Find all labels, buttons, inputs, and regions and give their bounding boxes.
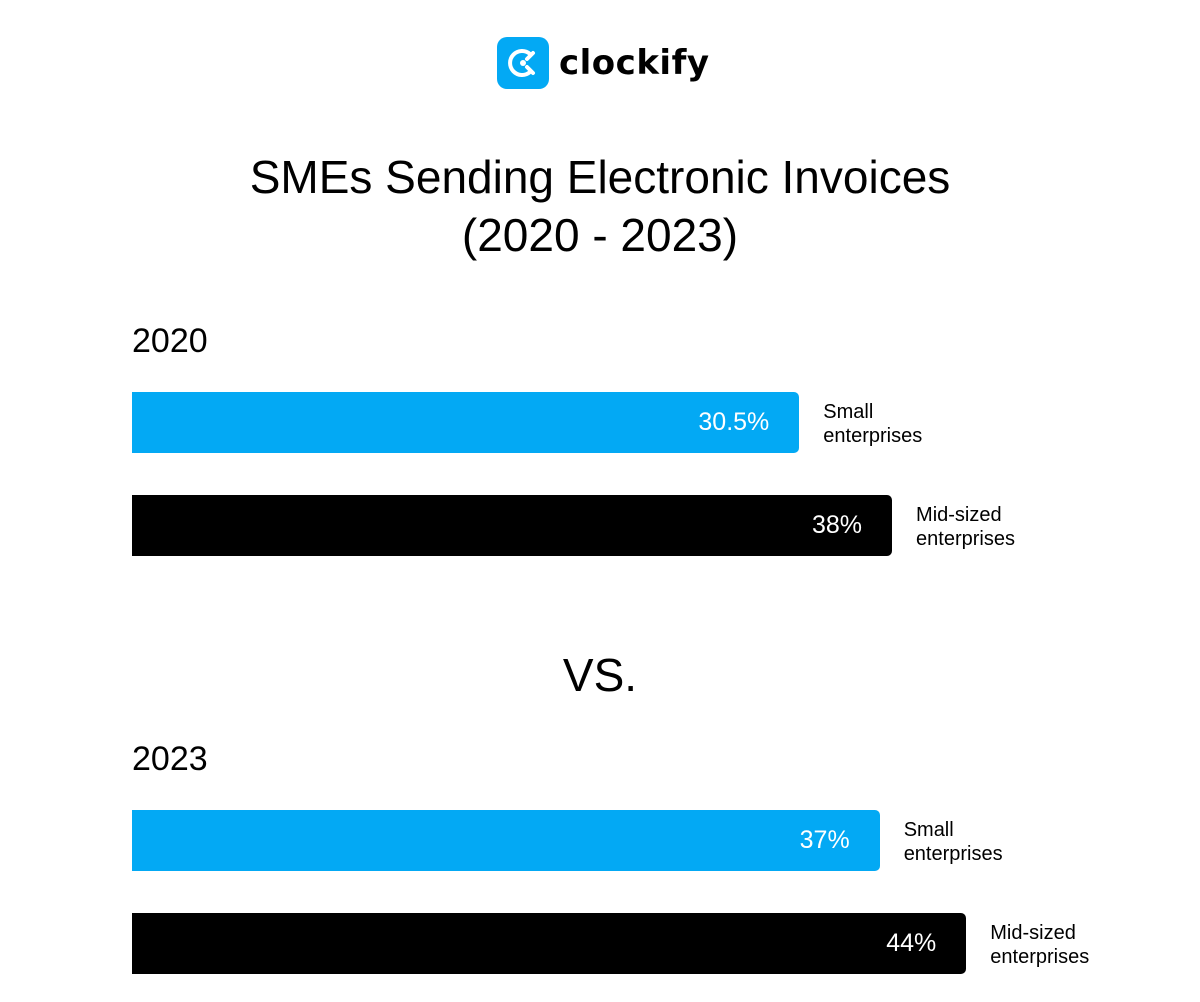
bar-2020-small: 30.5% bbox=[132, 392, 800, 453]
bar-value-label: 44% bbox=[886, 929, 937, 957]
category-label: Mid-sized enterprises bbox=[990, 922, 1090, 968]
category-label: Mid-sized enterprises bbox=[916, 504, 1015, 550]
category-label: Small enterprises bbox=[823, 401, 923, 447]
vs-separator: VS. bbox=[562, 649, 638, 701]
bar-value-label: 37% bbox=[799, 826, 850, 854]
chart-title: SMEs Sending Electronic Invoices (2020 -… bbox=[249, 151, 951, 261]
bar-value-label: 38% bbox=[812, 511, 863, 539]
bar-2023-mid-sized: 44% bbox=[132, 913, 967, 974]
year-label-2020: 2020 bbox=[132, 322, 208, 360]
brand-name: clockify bbox=[559, 43, 710, 83]
bar-2023-small: 37% bbox=[132, 810, 880, 871]
clockify-logo: clockify bbox=[497, 37, 710, 89]
category-label: Small enterprises bbox=[903, 819, 1003, 865]
bar-2020-mid-sized: 38% bbox=[132, 495, 893, 556]
bar-value-label: 30.5% bbox=[698, 408, 770, 436]
clockify-logo-icon bbox=[497, 37, 549, 89]
year-label-2023: 2023 bbox=[132, 740, 208, 778]
